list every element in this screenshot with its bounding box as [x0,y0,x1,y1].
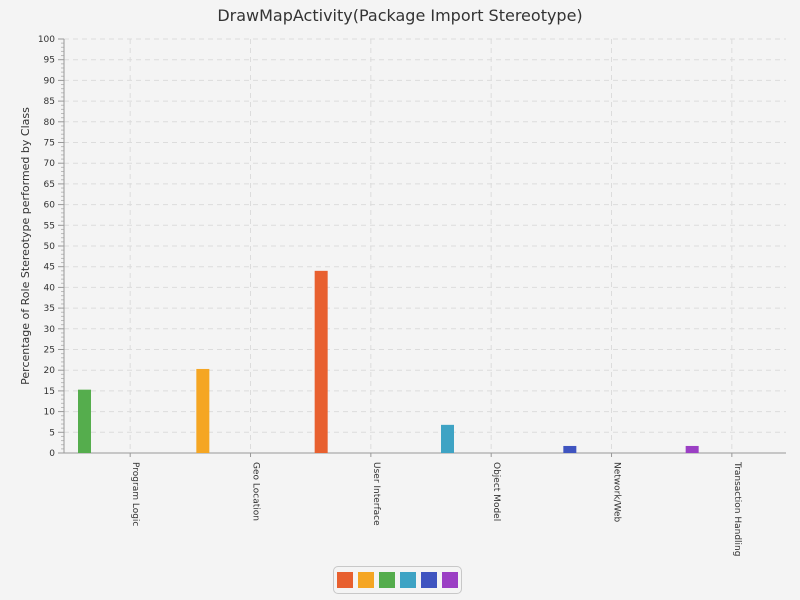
legend-swatch [442,572,458,588]
y-tick-label: 55 [44,221,55,231]
x-tick-label: Geo Location [251,462,261,521]
bar [314,270,328,453]
y-tick-label: 70 [44,159,56,169]
legend-swatch [379,572,395,588]
legend-swatch [400,572,416,588]
y-tick-label: 25 [44,346,55,356]
bars [78,270,699,453]
grid-lines [64,38,786,453]
legend-swatch [358,572,374,588]
x-tick-label: User Interface [371,462,381,526]
x-tick-label: Object Model [491,462,501,521]
y-axis-label: Percentage of Role Stereotype performed … [19,107,32,385]
y-tick-label: 100 [38,35,55,45]
bar [441,424,454,453]
axis-labels: 0 5 10 15 20 25 30 35 40 45 50 55 60 65 70 75 80 85 90 95 10… [38,35,742,556]
y-tick-label: 10 [44,408,56,418]
y-tick-label: 40 [44,283,56,293]
bar [78,389,91,453]
x-tick-label: Transaction Handling [732,461,742,556]
y-tick-label: 75 [44,139,55,149]
legend-swatch [337,572,353,588]
y-tick-label: 65 [44,180,55,190]
x-tick-label: Program Logic [130,462,140,526]
axes [58,38,786,457]
y-tick-label: 90 [44,76,56,86]
y-tick-label: 20 [44,366,56,376]
y-tick-label: 5 [49,428,55,438]
y-tick-label: 0 [49,449,55,459]
legend-swatch [421,572,437,588]
y-tick-label: 85 [44,97,55,107]
y-tick-label: 60 [44,201,56,211]
bar [685,445,699,453]
bar [196,368,210,453]
y-tick-label: 15 [44,387,55,397]
legend [333,566,462,594]
bar [563,445,577,453]
y-tick-label: 95 [44,56,55,66]
y-tick-label: 45 [44,263,55,273]
y-tick-label: 80 [44,118,56,128]
y-tick-label: 30 [44,325,56,335]
y-tick-label: 35 [44,304,55,314]
x-tick-label: Network/Web [612,462,622,523]
chart-title: DrawMapActivity(Package Import Stereotyp… [217,6,583,25]
y-tick-label: 50 [44,242,56,252]
